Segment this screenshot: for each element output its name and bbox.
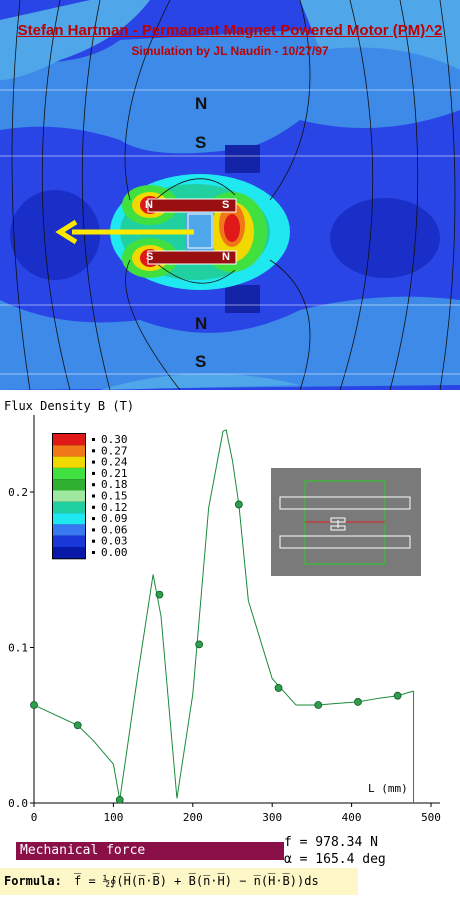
- motion-arrow-head: [55, 219, 78, 245]
- data-point: [155, 590, 164, 599]
- legend-dot: [92, 449, 95, 453]
- field-region-light-left: [0, 0, 150, 80]
- legend-label: 0.21: [101, 467, 128, 480]
- lower-magnet-left-pole: S: [146, 251, 154, 263]
- legend-swatch: [53, 456, 85, 468]
- legend-label: 0.00: [101, 546, 128, 559]
- legend-dot: [92, 517, 95, 521]
- results-panel: Mechanical force f = 978.34 N α = 165.4 …: [0, 830, 460, 897]
- legend-swatch: [53, 535, 85, 547]
- legend-swatch: [53, 513, 85, 525]
- chart-svg: Flux Density B (T) 0 100 200 300 400 500 0.0 0.…: [4, 399, 441, 824]
- legend-dot: [92, 539, 95, 543]
- field-map: [0, 0, 460, 390]
- legend-swatch: [53, 445, 85, 457]
- data-point: [73, 721, 82, 730]
- legend-label: 0.27: [101, 444, 128, 457]
- field-dark-top: [225, 145, 260, 173]
- x-tick-label: 300: [262, 811, 282, 824]
- legend-swatch: [53, 467, 85, 480]
- x-tick-label: 200: [183, 811, 203, 824]
- data-point: [234, 500, 243, 509]
- mechanical-force-label: Mechanical force: [16, 842, 284, 860]
- chart-legend: 0.300.270.240.210.180.150.120.090.060.03…: [52, 433, 128, 560]
- x-tick-label: 400: [342, 811, 362, 824]
- legend-label: 0.09: [101, 512, 128, 525]
- field-region-mid-bottom: [0, 296, 460, 390]
- field-simulation-view: Stefan Hartman - Permanent Magnet Powere…: [0, 0, 460, 390]
- lower-magnet-right-pole: N: [222, 251, 230, 263]
- x-tick-label: 100: [103, 811, 123, 824]
- data-point: [274, 684, 283, 692]
- legend-dot: [92, 551, 95, 554]
- formula-box: Formula: f̅ = ½∮(H̅(n̅·B̅) + B̅(n̅·H̅) −…: [0, 868, 358, 895]
- legend-label: 0.06: [101, 523, 128, 536]
- simulation-subtitle: Simulation by JL Naudin - 10/27/97: [131, 44, 329, 58]
- field-lobe-right: [330, 198, 440, 278]
- legend-swatch: [53, 547, 85, 559]
- upper-magnet-bar: [147, 198, 237, 213]
- upper-magnet-left-pole: N: [145, 199, 153, 211]
- bottom-pole-s: S: [195, 352, 207, 371]
- legend-label: 0.12: [101, 501, 128, 514]
- inset-upper-bar: [279, 496, 411, 510]
- chart-axes: 0 100 200 300 400 500 0.0 0.1 0.2 L (mm): [8, 415, 441, 824]
- legend-dot: [92, 494, 95, 498]
- field-region-light-right: [300, 0, 460, 70]
- inset-lower-bar: [279, 535, 411, 549]
- force-value: f = 978.34 N: [284, 835, 378, 850]
- legend-dot: [92, 460, 95, 464]
- legend-swatch: [53, 434, 85, 446]
- data-point: [115, 795, 124, 804]
- field-dark-bottom: [225, 285, 260, 313]
- legend-label: 0.30: [101, 433, 128, 446]
- legend-dot: [92, 471, 95, 475]
- x-axis-label: L (mm): [368, 782, 408, 795]
- field-lines: [11, 0, 456, 390]
- y-tick-label: 0.1: [8, 642, 28, 655]
- data-point: [30, 701, 38, 709]
- legend-swatch: [53, 524, 85, 536]
- data-point: [393, 691, 402, 700]
- data-point: [195, 640, 204, 649]
- field-region-light-bottom: [100, 373, 300, 390]
- formula-expression: f̅ = ½∮(H̅(n̅·B̅) + B̅(n̅·H̅) − n̅(H̅·B̅…: [74, 874, 319, 888]
- chart-series: [30, 429, 415, 804]
- top-pole-n: N: [195, 94, 208, 113]
- legend-swatch: [53, 479, 85, 491]
- legend-dot: [92, 528, 95, 532]
- flux-density-line: [33, 429, 414, 800]
- geometry-inset: [271, 468, 421, 576]
- field-lobe-left: [10, 190, 100, 280]
- legend-swatch: [53, 501, 85, 514]
- legend-dot: [92, 483, 95, 487]
- upper-magnet-right-pole: S: [222, 199, 230, 211]
- legend-label: 0.15: [101, 490, 128, 503]
- legend-dot: [92, 505, 95, 509]
- simulation-title: Stefan Hartman - Permanent Magnet Powere…: [17, 22, 443, 39]
- legend-label: 0.24: [101, 456, 128, 469]
- data-point: [314, 701, 323, 709]
- top-pole-s: S: [195, 133, 207, 152]
- data-point: [354, 698, 362, 706]
- field-region-mid-top: [0, 30, 460, 154]
- legend-swatch: [53, 490, 85, 502]
- legend-label: 0.03: [101, 535, 128, 548]
- x-tick-label: 500: [421, 811, 441, 824]
- bottom-pole-n: N: [195, 314, 208, 333]
- glow-12: [224, 214, 240, 242]
- flux-density-chart: Flux Density B (T) 0 100 200 300 400 500 0.0 0.…: [0, 390, 460, 830]
- legend-dot: [92, 438, 95, 441]
- lower-magnet-bar: [147, 250, 237, 265]
- legend-label: 0.18: [101, 478, 128, 491]
- x-tick-label: 0: [31, 811, 38, 824]
- formula-label: Formula:: [4, 874, 62, 888]
- y-tick-label: 0.2: [8, 486, 28, 499]
- chart-title: Flux Density B (T): [4, 399, 134, 413]
- angle-value: α = 165.4 deg: [284, 852, 386, 867]
- y-tick-label: 0.0: [8, 797, 28, 810]
